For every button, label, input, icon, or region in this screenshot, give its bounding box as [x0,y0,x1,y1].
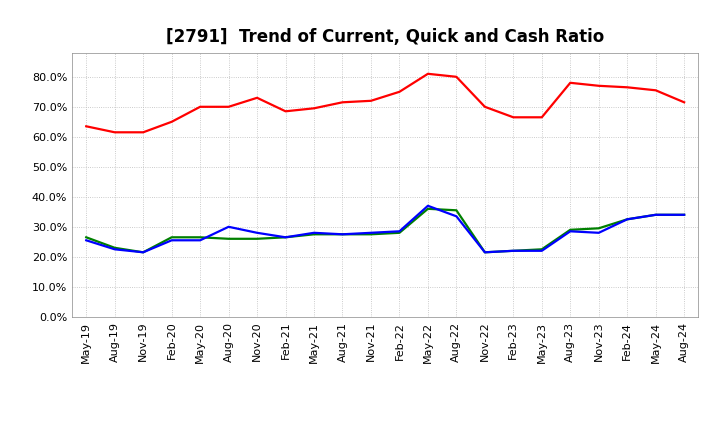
Quick Ratio [566,227,575,232]
Cash Ratio [167,238,176,243]
Current Ratio [253,95,261,100]
Quick Ratio [338,231,347,237]
Current Ratio [110,130,119,135]
Current Ratio [537,115,546,120]
Quick Ratio [623,216,631,222]
Cash Ratio [480,249,489,255]
Cash Ratio [253,230,261,235]
Line: Quick Ratio: Quick Ratio [86,209,684,252]
Cash Ratio [423,203,432,209]
Quick Ratio [509,248,518,253]
Line: Current Ratio: Current Ratio [86,74,684,132]
Current Ratio [452,74,461,80]
Quick Ratio [366,231,375,237]
Quick Ratio [310,231,318,237]
Current Ratio [338,99,347,105]
Current Ratio [225,104,233,110]
Cash Ratio [680,212,688,217]
Cash Ratio [509,248,518,253]
Current Ratio [139,130,148,135]
Current Ratio [595,83,603,88]
Line: Cash Ratio: Cash Ratio [86,206,684,252]
Cash Ratio [225,224,233,229]
Quick Ratio [652,212,660,217]
Quick Ratio [282,235,290,240]
Current Ratio [82,124,91,129]
Quick Ratio [537,247,546,252]
Current Ratio [652,88,660,93]
Quick Ratio [253,236,261,242]
Quick Ratio [82,235,91,240]
Quick Ratio [395,230,404,235]
Cash Ratio [395,229,404,234]
Cash Ratio [110,247,119,252]
Cash Ratio [338,231,347,237]
Current Ratio [680,99,688,105]
Current Ratio [366,98,375,103]
Current Ratio [423,71,432,77]
Quick Ratio [595,226,603,231]
Current Ratio [566,80,575,85]
Cash Ratio [366,230,375,235]
Cash Ratio [652,212,660,217]
Cash Ratio [82,238,91,243]
Cash Ratio [623,216,631,222]
Current Ratio [623,84,631,90]
Quick Ratio [423,206,432,212]
Quick Ratio [225,236,233,242]
Title: [2791]  Trend of Current, Quick and Cash Ratio: [2791] Trend of Current, Quick and Cash … [166,28,604,46]
Current Ratio [167,119,176,125]
Quick Ratio [480,249,489,255]
Current Ratio [196,104,204,110]
Quick Ratio [452,208,461,213]
Current Ratio [480,104,489,110]
Quick Ratio [196,235,204,240]
Current Ratio [395,89,404,95]
Current Ratio [282,109,290,114]
Cash Ratio [310,230,318,235]
Cash Ratio [537,248,546,253]
Cash Ratio [595,230,603,235]
Cash Ratio [282,235,290,240]
Cash Ratio [139,249,148,255]
Current Ratio [509,115,518,120]
Quick Ratio [110,245,119,250]
Quick Ratio [167,235,176,240]
Quick Ratio [139,249,148,255]
Quick Ratio [680,212,688,217]
Cash Ratio [196,238,204,243]
Cash Ratio [452,214,461,219]
Cash Ratio [566,229,575,234]
Current Ratio [310,106,318,111]
